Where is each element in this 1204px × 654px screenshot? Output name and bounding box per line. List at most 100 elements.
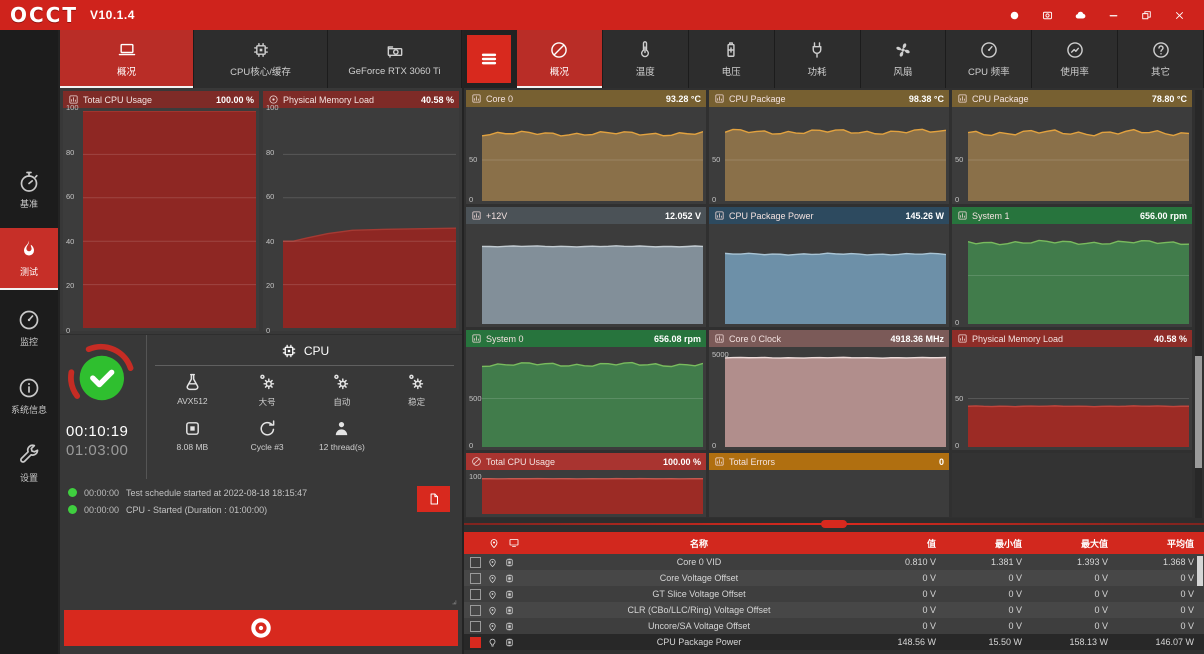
tile-header[interactable]: Physical Memory Load 40.58 % [952,330,1192,347]
column-header-平均值[interactable]: 平均值 [1166,538,1194,549]
tile-title: System 0 [486,333,524,344]
sensor-row-gt-slice-voltage-offset[interactable]: GT Slice Voltage Offset 0 V 0 V 0 V 0 V [464,586,1204,602]
tab-label: 使用率 [1060,67,1089,78]
sensor-icon [957,333,968,344]
test-tab-概况[interactable]: 概况 [60,30,194,88]
test-tab-cpu核心-缓存[interactable]: CPU核心/缓存 [194,30,328,88]
sidebar-item-info[interactable]: 系统信息 [0,366,58,426]
tile-header[interactable]: Core 0 Clock 4918.36 MHz [709,330,949,347]
log-entry: 00:00:00 Test schedule started at 2022-0… [68,484,454,501]
monitor-tab-使用率[interactable]: 使用率 [1032,30,1119,88]
y-axis-label: 5000 [712,350,729,360]
tab-label: 功耗 [807,67,827,78]
graph-checkbox[interactable] [470,556,481,568]
table-scrollbar-thumb[interactable] [1197,556,1203,586]
tile-value: 656.00 rpm [1139,210,1187,221]
tiles-scrollbar-thumb[interactable] [1195,356,1202,468]
table-header-controls [464,537,538,549]
chart-header[interactable]: Total CPU Usage 100.00 % [63,91,259,108]
monitor-tab-风扇[interactable]: 风扇 [860,30,947,88]
column-header-值[interactable]: 值 [926,538,936,549]
tile-header[interactable]: Total CPU Usage 100.00 % [466,453,706,470]
chart-area [725,110,946,201]
tile-chart: 5000 0 [709,347,949,450]
sensor-icon [471,333,482,344]
tile-header[interactable]: System 1 656.00 rpm [952,207,1192,224]
sidebar-item-stopwatch[interactable]: 基准 [0,160,58,220]
sensor-source-icon [504,589,515,600]
tile-header[interactable]: Core 0 93.28 °C [466,90,706,107]
monitor-tab-功耗[interactable]: 功耗 [774,30,861,88]
sensor-row-uncore-sa-voltage-offset[interactable]: Uncore/SA Voltage Offset 0 V 0 V 0 V 0 V [464,618,1204,634]
open-log-button[interactable] [417,486,450,512]
graph-checkbox[interactable] [470,620,481,632]
bulb-icon [487,637,498,648]
tile-header[interactable]: System 0 656.08 rpm [466,330,706,347]
sidebar-item-wrench[interactable]: 设置 [0,434,58,494]
ram-icon [182,418,203,439]
record-indicator-icon[interactable] [1008,9,1021,22]
chart-header[interactable]: Physical Memory Load 40.58 % [263,91,459,108]
tile-physical-memory-load: Physical Memory Load 40.58 % 50 0 [952,330,1192,450]
monitor-tab-其它[interactable]: 其它 [1118,30,1204,88]
sensor-row-core-voltage-offset[interactable]: Core Voltage Offset 0 V 0 V 0 V 0 V [464,570,1204,586]
column-header-最小值[interactable]: 最小值 [994,538,1022,549]
resize-grip-icon[interactable] [448,596,458,606]
graph-checkbox[interactable] [470,572,481,584]
tile-header[interactable]: CPU Package Power 145.26 W [709,207,949,224]
splitter-handle[interactable] [821,520,847,528]
graph-checkbox[interactable] [470,636,481,648]
sensor-value: 0 V [922,589,936,599]
monitor-tab-概况[interactable]: 概况 [517,30,603,88]
restore-button-icon[interactable] [1140,9,1153,22]
sensor-source-icon [504,557,515,568]
tile-title: Core 0 [486,93,514,104]
monitor-tab-cpu-频率[interactable]: CPU 频率 [946,30,1033,88]
sensor-table: 名称 值 最小值 最大值 平均值 Core 0 VID 0.810 V 1.381 V 1.… [464,532,1204,654]
y-axis-label: 0 [712,440,717,450]
monitor-tab-电压[interactable]: 电压 [688,30,775,88]
tile-cpu-package: CPU Package 98.38 °C 50 0 [709,90,949,204]
tile-title: Physical Memory Load [972,333,1064,344]
sidebar-item-flame[interactable]: 测试 [0,228,58,290]
test-tab-geforce-rtx-3060-ti[interactable]: GeForce RTX 3060 Ti [328,30,462,88]
sensor-row-clr-cbo-llc-ring-voltage-offset[interactable]: CLR (CBo/LLC/Ring) Voltage Offset 0 V 0 V… [464,602,1204,618]
tab-label: CPU 频率 [967,67,1010,78]
column-header-最大值[interactable]: 最大值 [1080,538,1108,549]
y-axis-label: 500 [469,393,482,403]
monitor-tab-温度[interactable]: 温度 [602,30,689,88]
test-param-自动: 自动 [305,372,380,408]
gauge-icon [17,308,41,332]
monitoring-tiles: Core 0 93.28 °C 50 0 CPU Package 98.38 °C… [466,90,1192,517]
sensor-value: 0 V [1180,621,1194,631]
tile-core-0-clock: Core 0 Clock 4918.36 MHz 5000 0 [709,330,949,450]
sensor-name: Core Voltage Offset [659,573,739,583]
tile-header[interactable]: Total Errors 0 [709,453,949,470]
sensor-value: 0 V [1180,573,1194,583]
minimize-button-icon[interactable] [1107,9,1120,22]
chart-value: 40.58 % [420,94,454,105]
tile-header[interactable]: CPU Package 98.38 °C [709,90,949,107]
graph-checkbox[interactable] [470,588,481,600]
log-entry: 00:00:00 CPU - Started (Duration : 01:00… [68,501,454,518]
sensor-row-cpu-package-power[interactable]: CPU Package Power 148.56 W 15.50 W 158.13 … [464,634,1204,650]
panel-splitter[interactable] [464,518,1204,532]
screenshot-button-icon[interactable] [1041,9,1054,22]
cloud-upload-button-icon[interactable] [1074,9,1087,22]
monitoring-menu-button[interactable] [467,35,511,83]
tile-header[interactable]: CPU Package 78.80 °C [952,90,1192,107]
column-header-name[interactable]: 名称 [689,538,708,549]
sensor-source-icon [504,637,515,648]
test-panel-charts: Total CPU Usage 100.00 % 100 80 60 40 20 0 Ph… [60,88,462,336]
sensor-row-core-0-vid[interactable]: Core 0 VID 0.810 V 1.381 V 1.393 V 1.368 V [464,554,1204,570]
tile-chart [466,224,706,327]
row-controls [464,636,538,648]
close-button-icon[interactable] [1173,9,1186,22]
sidebar-item-gauge[interactable]: 监控 [0,298,58,358]
y-axis-label: 20 [266,281,275,291]
tile-header[interactable]: +12V 12.052 V [466,207,706,224]
stop-test-button[interactable] [64,610,458,646]
graph-checkbox[interactable] [470,604,481,616]
y-axis-label: 0 [66,326,71,336]
row-controls [464,556,538,568]
